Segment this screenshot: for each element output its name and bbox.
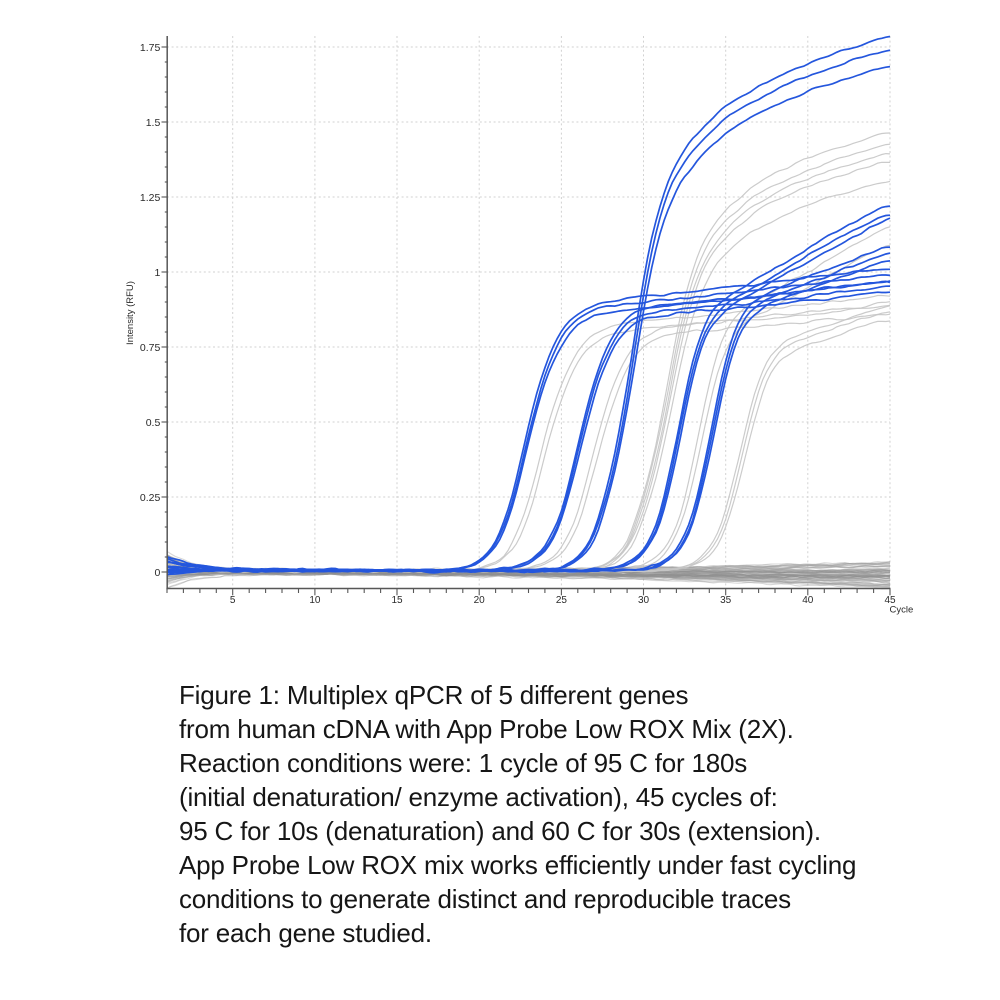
svg-text:0.5: 0.5	[146, 417, 161, 429]
svg-text:0.75: 0.75	[140, 342, 161, 354]
svg-text:15: 15	[391, 595, 403, 606]
svg-text:Cycle: Cycle	[890, 605, 914, 616]
svg-text:40: 40	[802, 595, 814, 606]
svg-text:5: 5	[230, 595, 236, 606]
svg-text:45: 45	[884, 595, 896, 606]
svg-text:30: 30	[638, 595, 650, 606]
svg-text:Intensity (RFU): Intensity (RFU)	[125, 281, 136, 345]
svg-text:10: 10	[309, 595, 321, 606]
svg-text:20: 20	[474, 595, 486, 606]
svg-text:25: 25	[556, 595, 568, 606]
svg-text:0.25: 0.25	[140, 492, 161, 504]
svg-text:0: 0	[154, 567, 160, 579]
svg-text:1: 1	[154, 267, 160, 279]
svg-text:1.5: 1.5	[146, 117, 161, 129]
svg-text:1.25: 1.25	[140, 192, 161, 204]
svg-text:1.75: 1.75	[140, 42, 161, 54]
svg-text:35: 35	[720, 595, 732, 606]
